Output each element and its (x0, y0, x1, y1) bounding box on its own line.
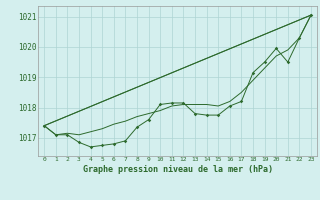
X-axis label: Graphe pression niveau de la mer (hPa): Graphe pression niveau de la mer (hPa) (83, 165, 273, 174)
